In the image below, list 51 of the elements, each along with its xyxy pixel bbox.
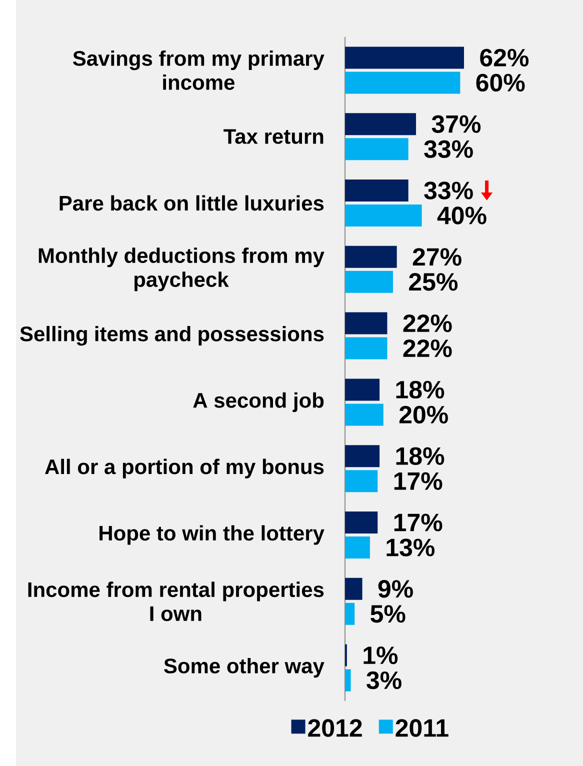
bar (345, 536, 370, 558)
data-label: 5% (370, 605, 406, 623)
bar (345, 337, 388, 360)
data-label: 22% (403, 314, 452, 332)
bar (345, 445, 380, 468)
data-label: 1% (364, 646, 398, 664)
data-label: 17% (394, 514, 442, 532)
y-tick-label: Some other way (164, 658, 324, 678)
bar (345, 204, 422, 226)
y-tick-label: Monthly deductions from my paycheck (38, 248, 324, 292)
data-label: 3% (366, 671, 402, 690)
data-label: 33% (424, 140, 473, 158)
y-tick-label: Savings from my primary income (72, 50, 324, 90)
bar (345, 511, 378, 534)
y-tick-label: Hope to win the lottery (100, 525, 324, 545)
y-tick-label: Income from rental properties I own (28, 582, 324, 622)
bar (345, 312, 388, 334)
data-label: 27% (412, 248, 462, 266)
bar (345, 470, 378, 492)
bar (345, 246, 397, 268)
data-label: 40% (437, 206, 486, 224)
bar (345, 669, 351, 692)
y-tick-label: Selling items and possessions (20, 326, 324, 346)
data-label: 18% (396, 380, 444, 399)
bar (345, 270, 393, 293)
bar (345, 378, 380, 401)
bar (345, 578, 362, 600)
data-label: 18% (396, 447, 444, 465)
legend-label: 2012 (308, 719, 362, 737)
data-label: 13% (386, 538, 435, 556)
bar (345, 46, 464, 69)
data-label: 60% (476, 74, 525, 92)
data-label: 22% (403, 339, 452, 358)
bar (345, 72, 460, 94)
data-label: 20% (399, 406, 448, 424)
bar (345, 113, 416, 136)
data-label: 33% (424, 182, 473, 200)
y-tick-label: All or a portion of my bonus (45, 458, 324, 478)
y-tick-label: A second job (193, 392, 324, 412)
legend-label: 2011 (396, 719, 448, 737)
data-label: 62% (480, 48, 529, 67)
y-tick-label: Pare back on little luxuries (60, 195, 324, 211)
y-tick-label: Tax return (224, 129, 324, 144)
bar (345, 179, 408, 202)
data-label: 25% (409, 273, 458, 291)
bar (345, 138, 408, 160)
data-label: 37% (432, 115, 481, 133)
bar (345, 602, 355, 625)
bar (345, 404, 384, 426)
data-label: 9% (378, 580, 413, 598)
data-label: 17% (394, 472, 442, 490)
